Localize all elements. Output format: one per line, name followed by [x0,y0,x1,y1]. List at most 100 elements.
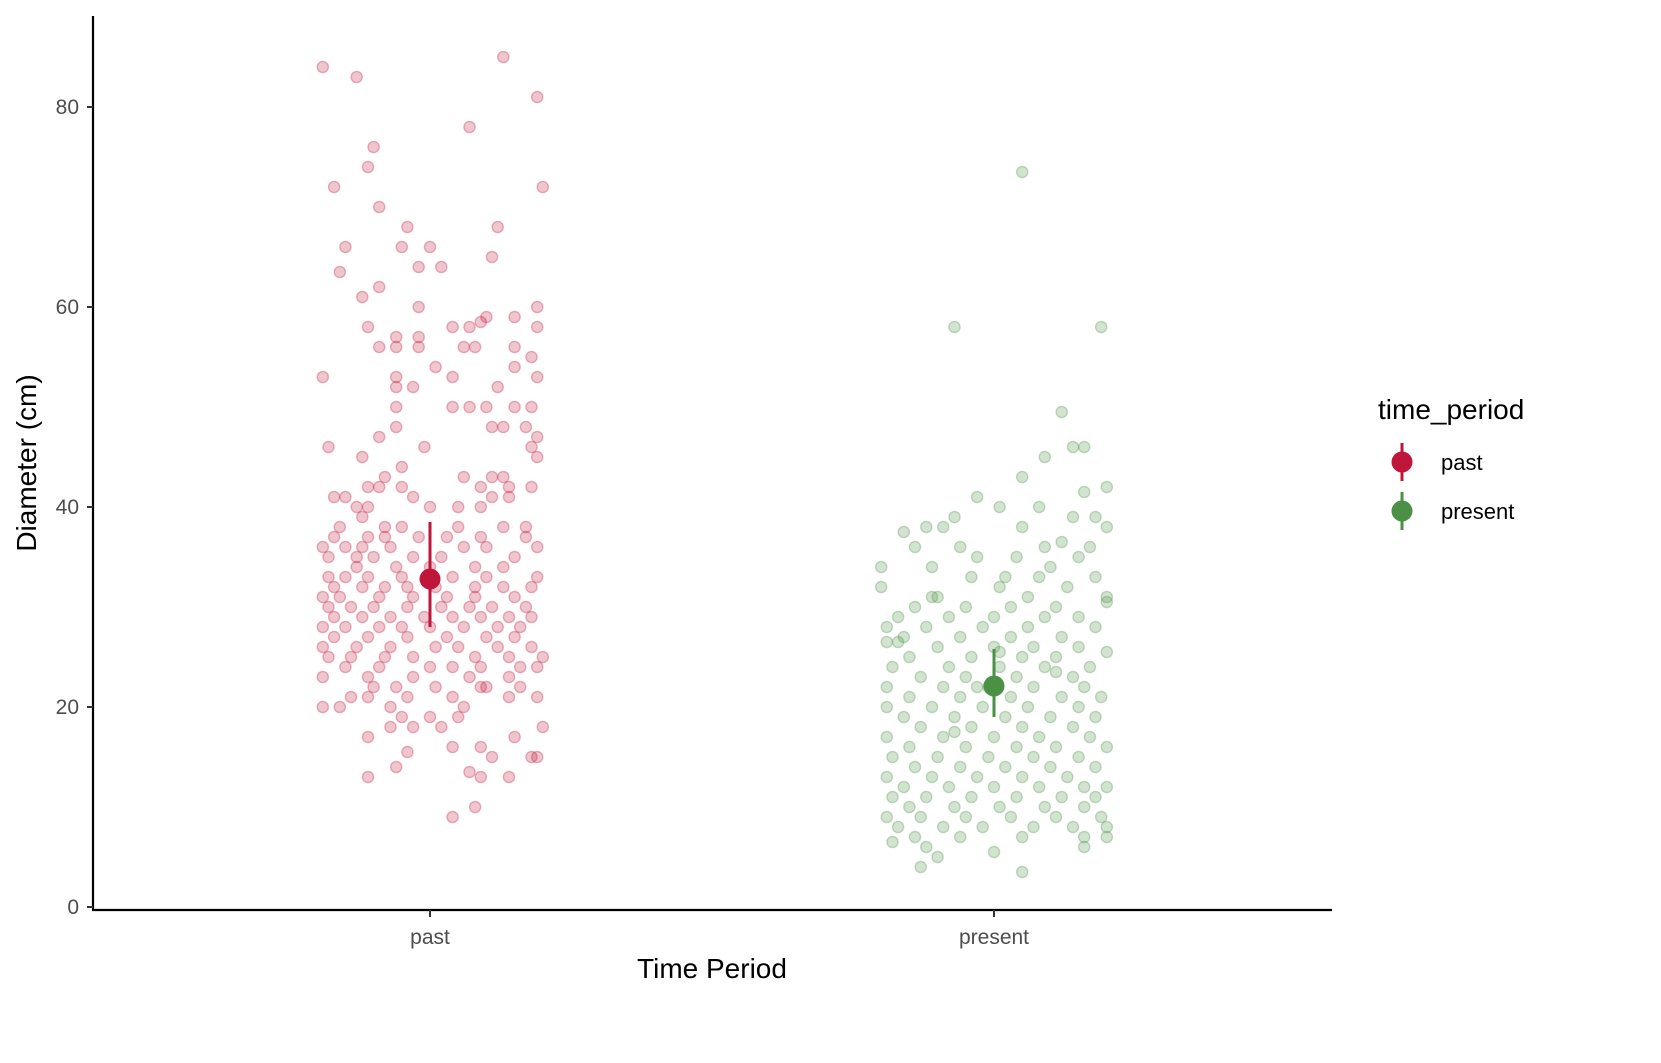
data-point-past [395,240,409,254]
data-point-past [513,680,527,694]
data-point-present [948,320,961,334]
data-point-present [1049,740,1063,754]
legend-entry-present: present [1391,492,1514,530]
data-point-past [361,630,375,644]
data-point-past [401,580,414,594]
data-point-past [446,400,459,414]
data-point-past [350,70,364,84]
data-point-past [378,530,392,544]
data-point-past [525,750,538,764]
data-point-present [1015,865,1029,879]
data-point-present [886,660,899,674]
data-point-past [485,490,499,504]
data-point-present [936,820,950,834]
data-point-past [412,340,426,354]
data-point-present [1094,690,1108,704]
data-point-present [1038,450,1052,464]
data-point-present [1055,690,1068,704]
data-point-past [384,540,397,554]
data-point-present [1072,700,1085,714]
data-point-present [1100,780,1114,794]
data-point-past [519,420,533,434]
summary-layer [419,522,1005,717]
data-point-present [1049,665,1063,679]
data-point-past [322,570,335,584]
data-point-present [880,635,894,649]
data-point-past [339,620,352,634]
data-point-present [965,650,978,664]
x-tick-label: past [410,926,450,949]
data-point-past [316,540,330,554]
data-point-past [429,680,442,694]
data-point-present [925,770,939,784]
data-point-present [970,550,984,564]
data-point-past [367,600,380,614]
data-point-past [322,440,335,454]
data-point-past [333,265,347,279]
data-point-past [316,700,330,714]
data-point-present [965,720,978,734]
data-point-past [412,260,426,274]
data-point-past [389,370,403,384]
data-point-past [327,490,341,504]
data-point-past [361,670,375,684]
data-point-present [1015,720,1029,734]
data-point-present [1072,610,1085,624]
legend: time_period past present [1378,394,1524,530]
data-point-present [914,720,928,734]
data-point-present [891,820,905,834]
data-point-past [339,240,352,254]
data-point-present [1044,710,1057,724]
data-point-past [485,470,499,484]
data-point-past [536,180,550,194]
legend-label: past [1441,450,1483,475]
data-point-past [406,650,420,664]
data-point-past [530,570,544,584]
data-point-present [1010,790,1023,804]
data-point-past [322,650,335,664]
data-point-past [372,430,386,444]
data-point-past [395,570,409,584]
data-point-present [993,645,1006,659]
data-point-past [508,630,521,644]
data-point-present [948,510,961,524]
data-point-past [395,480,409,494]
data-point-past [389,380,403,394]
data-point-present [953,830,967,844]
data-point-present [1066,510,1080,524]
y-tick-label: 40 [56,496,79,519]
data-point-past [327,630,341,644]
data-point-past [372,280,386,294]
data-point-present [1010,670,1023,684]
data-point-past [350,550,364,564]
data-point-present [914,670,928,684]
data-point-present [897,525,911,539]
legend-key-dot [1391,451,1413,473]
data-point-past [525,580,538,594]
data-point-past [530,450,544,464]
data-point-present [1100,820,1114,834]
data-point-past [395,460,409,474]
data-point-present [1055,790,1068,804]
data-point-past [395,520,409,534]
data-point-past [406,670,420,684]
data-point-past [361,730,375,744]
axes-layer [91,16,1332,912]
data-point-present [1077,440,1091,454]
data-point-past [468,340,482,354]
y-tick-label: 0 [67,896,79,919]
data-point-past [434,720,448,734]
data-point-past [440,530,454,544]
data-point-past [536,650,550,664]
data-point-past [355,610,369,624]
data-point-present [993,800,1006,814]
data-point-past [406,590,420,604]
data-point-present [931,850,944,864]
data-point-past [480,680,493,694]
data-point-present [1100,595,1114,609]
data-point-past [412,300,426,314]
data-point-past [367,550,380,564]
data-point-present [903,740,916,754]
